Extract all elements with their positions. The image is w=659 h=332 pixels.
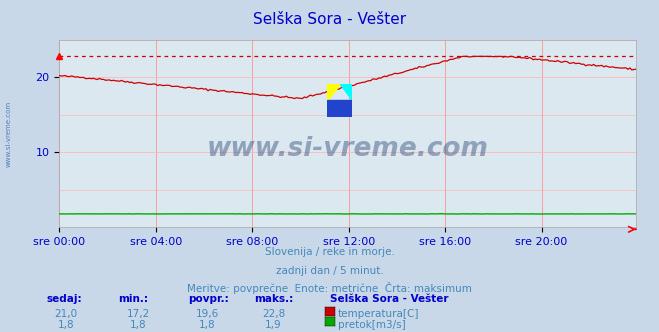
Text: povpr.:: povpr.: — [188, 294, 229, 304]
Text: 22,8: 22,8 — [262, 309, 285, 319]
Text: min.:: min.: — [119, 294, 149, 304]
Text: Slovenija / reke in morje.: Slovenija / reke in morje. — [264, 247, 395, 257]
Text: 17,2: 17,2 — [127, 309, 150, 319]
Text: 21,0: 21,0 — [54, 309, 78, 319]
Polygon shape — [340, 84, 353, 100]
Text: maks.:: maks.: — [254, 294, 293, 304]
Text: Selška Sora - Vešter: Selška Sora - Vešter — [253, 12, 406, 27]
Text: 1,8: 1,8 — [57, 320, 74, 330]
Text: 1,8: 1,8 — [199, 320, 216, 330]
Polygon shape — [328, 100, 353, 117]
Text: 19,6: 19,6 — [196, 309, 219, 319]
Polygon shape — [328, 84, 340, 100]
Text: Selška Sora - Vešter: Selška Sora - Vešter — [330, 294, 448, 304]
Text: pretok[m3/s]: pretok[m3/s] — [338, 320, 406, 330]
Text: Meritve: povprečne  Enote: metrične  Črta: maksimum: Meritve: povprečne Enote: metrične Črta:… — [187, 282, 472, 294]
Text: sedaj:: sedaj: — [46, 294, 82, 304]
Text: www.si-vreme.com: www.si-vreme.com — [207, 136, 488, 162]
Text: zadnji dan / 5 minut.: zadnji dan / 5 minut. — [275, 266, 384, 276]
Text: www.si-vreme.com: www.si-vreme.com — [5, 101, 12, 167]
Text: temperatura[C]: temperatura[C] — [338, 309, 420, 319]
Text: 1,9: 1,9 — [265, 320, 282, 330]
Text: 1,8: 1,8 — [130, 320, 147, 330]
